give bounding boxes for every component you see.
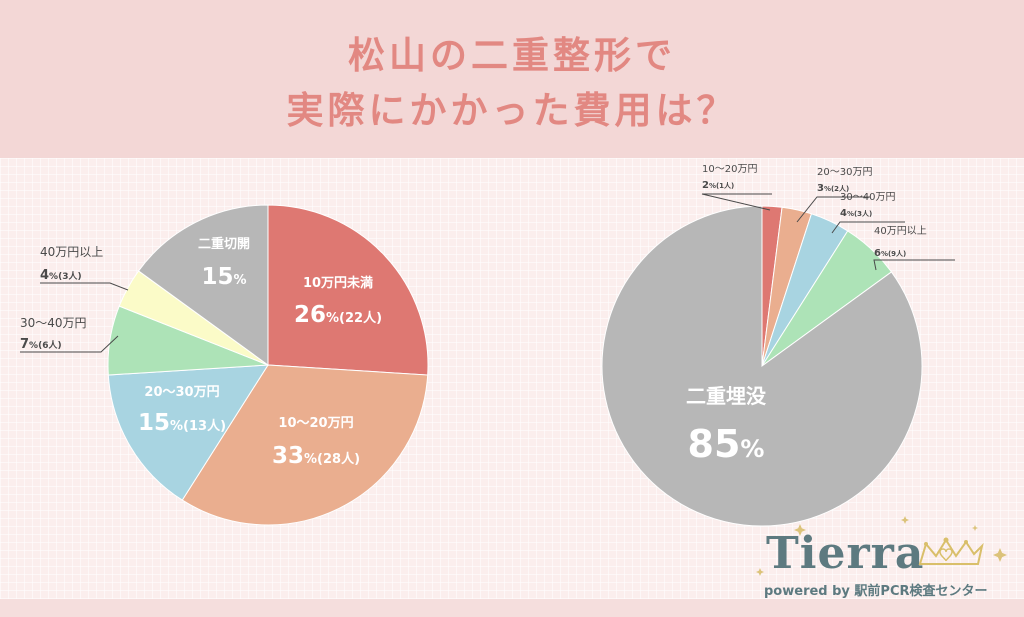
pie2-value-3: 4%(3人) [840,208,872,219]
sparkle-icon-3 [756,568,764,576]
tierra-logo: Tierra powered by 駅前PCR検査センター [738,520,1018,610]
sparkle-icon-5 [972,525,978,531]
pie1-slice-2 [181,364,429,526]
pie1-value-4: 7%(6人) [20,337,62,352]
pie1-label-3: 20〜30万円 [144,385,219,400]
pie2-value-4: 6%(9人) [874,248,906,259]
pie2-label-3: 30〜40万円 [840,192,895,203]
sparkle-icon-2 [993,548,1007,562]
pie1-value-6: 15% [201,264,246,290]
pie2-label-4: 40万円以上 [874,225,927,237]
page-title-line-2: 実際にかかった費用は？ [286,89,738,132]
pie2-value-2: 3%(2人) [817,183,849,194]
pie2-label-2: 20〜30万円 [817,167,872,178]
pie1-value-5: 4%(3人) [40,268,82,283]
pie2-leader-1 [701,193,772,211]
sparkle-icon-1 [794,524,806,536]
pie1-value-3: 15%(13人) [138,410,226,436]
pie1-value-2: 33%(28人) [272,443,360,469]
pie1-label-4: 30〜40万円 [20,316,87,330]
pie1-leader-5 [40,282,129,291]
pie1-label-5: 40万円以上 [40,245,103,259]
pie1-label-1: 10万円未満 [303,275,373,291]
pie2-leader-4 [873,259,955,271]
crown-icon [918,537,984,565]
pie1-slice-1 [267,204,429,376]
footer-band [0,599,1024,617]
header-banner: 松山の二重整形で 実際にかかった費用は？ [0,0,1024,161]
pie2-label-1: 10〜20万円 [702,164,757,175]
pie2-leader-3 [831,221,905,234]
pie2-value-1: 2%(1人) [702,180,734,191]
pie1-slice-6 [137,204,269,366]
pie1-label-6: 二重切開 [198,236,250,252]
pie2-leader-2 [796,196,870,223]
pie1-slice-3 [107,364,269,501]
pie2-slice-5 [601,205,923,527]
pie2-label-5: 二重埋没 [686,384,767,408]
logo-name: Tierra [766,528,925,579]
pie1-label-2: 10〜20万円 [278,416,353,431]
pie1-value-1: 26%(22人) [294,302,382,328]
pie1-leader-4 [20,335,119,353]
page-title-line-1: 松山の二重整形で [348,34,676,77]
sparkle-icon-4 [901,516,909,524]
pie2-value-5: 85% [688,422,765,466]
logo-tagline: powered by 駅前PCR検査センター [764,584,988,599]
